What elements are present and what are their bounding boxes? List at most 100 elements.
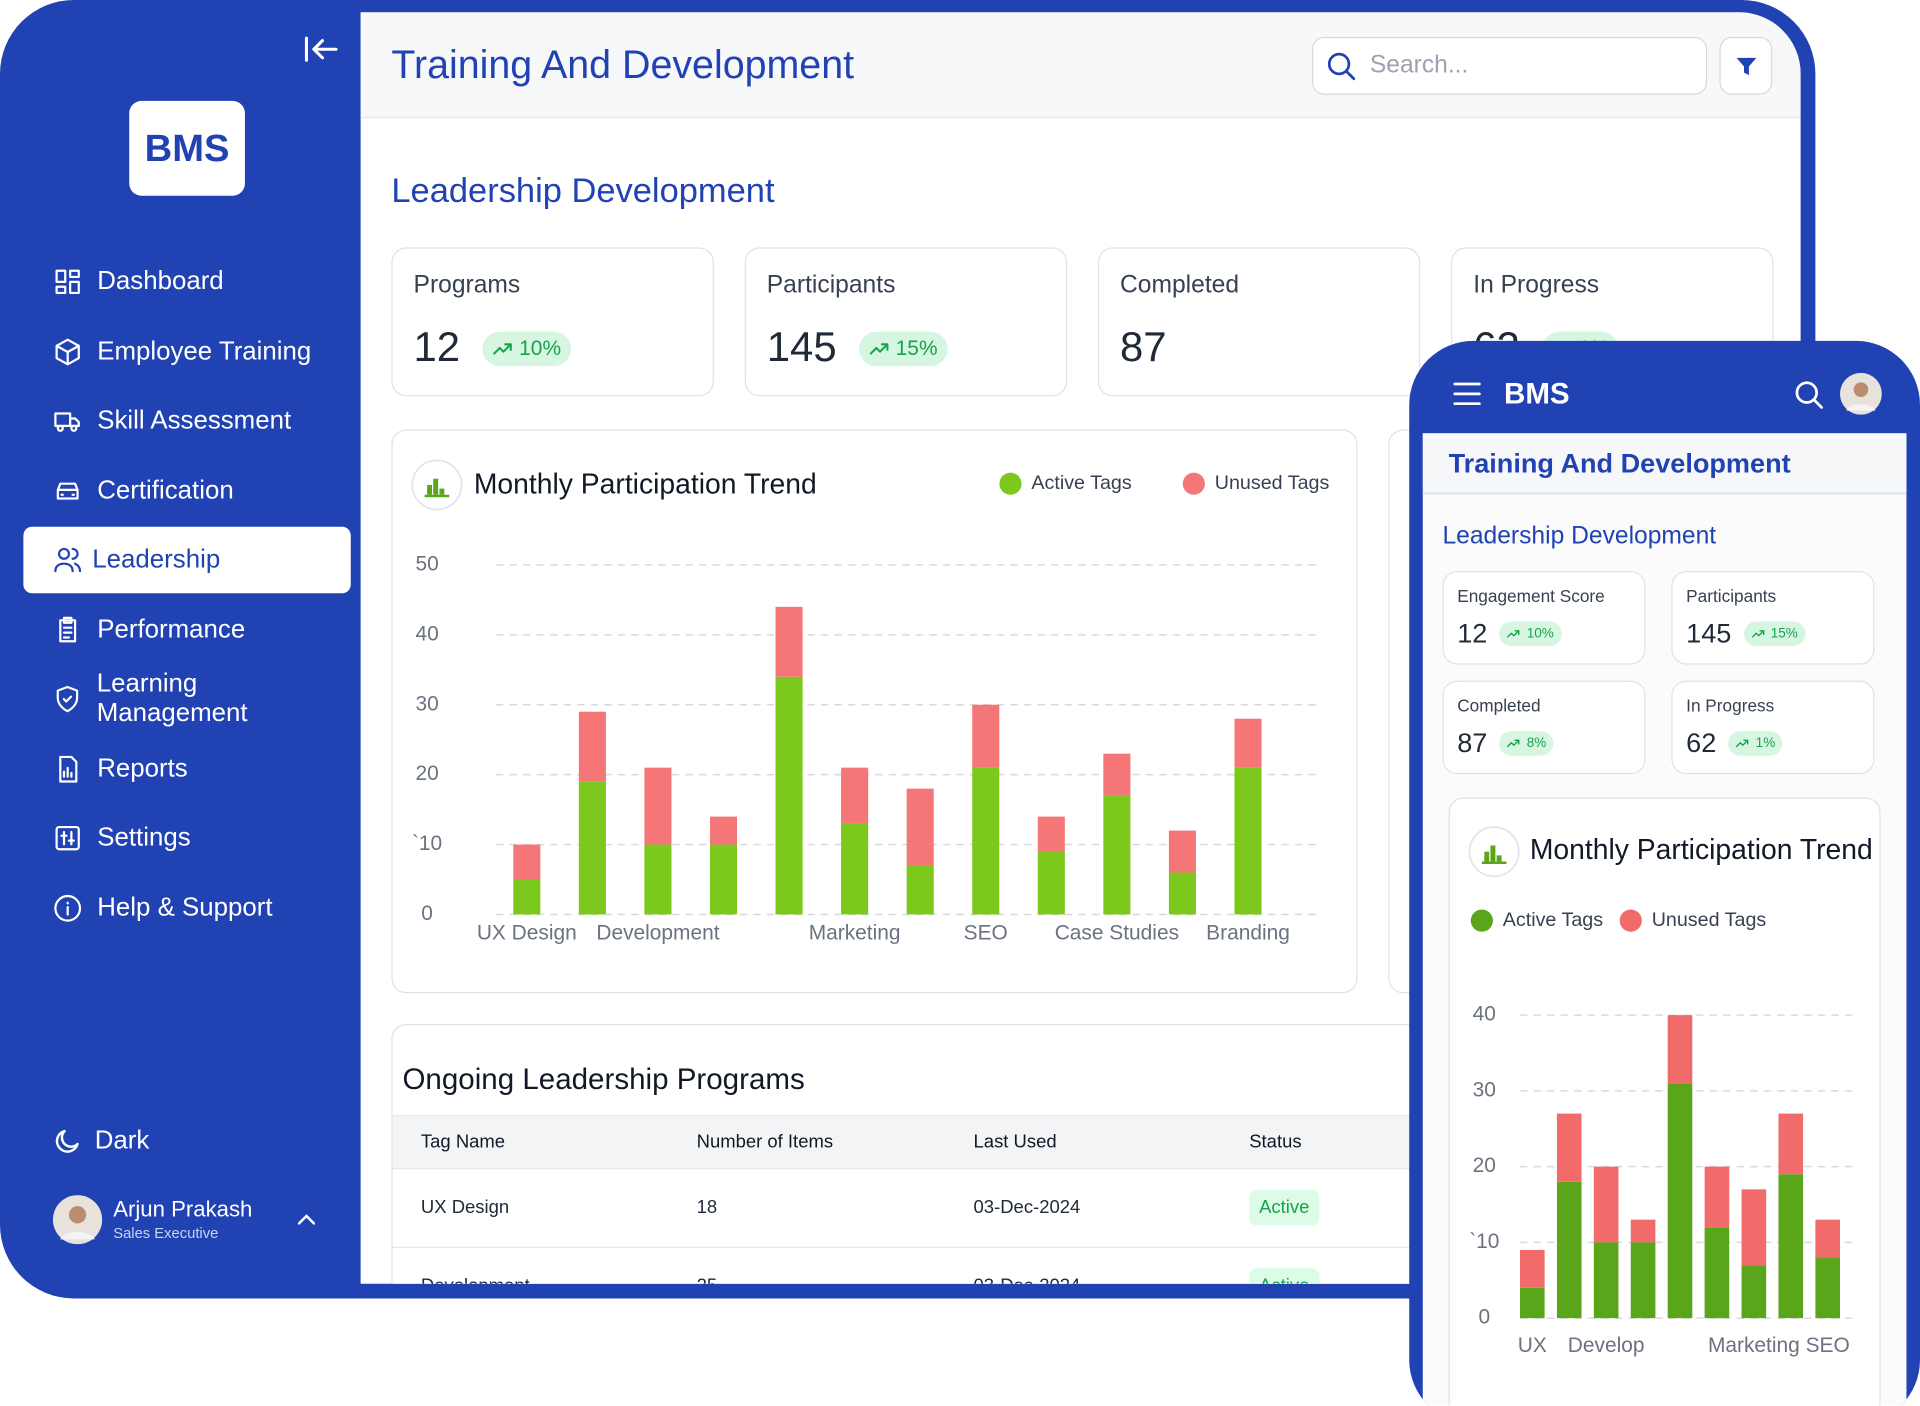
bar-segment bbox=[1233, 767, 1261, 914]
column-header: Last Used bbox=[973, 1131, 1057, 1153]
table-cell: 03-Dec-2024 bbox=[973, 1196, 1081, 1218]
stat-card: Completed 87 bbox=[1097, 247, 1421, 397]
mobile-screen: Training And Development Leadership Deve… bbox=[1422, 433, 1907, 1406]
nav-label: Reports bbox=[97, 753, 188, 783]
icon bbox=[54, 412, 80, 432]
chevron-glyph bbox=[297, 1214, 316, 1225]
bar-segment bbox=[1777, 1173, 1803, 1318]
legend-label: Active Tags bbox=[1031, 471, 1131, 493]
search-icon bbox=[1327, 52, 1356, 80]
search-handle bbox=[1812, 398, 1823, 409]
mobile-search-icon[interactable] bbox=[1793, 379, 1825, 411]
nav-label: Performance bbox=[97, 614, 246, 644]
status-badge: Active bbox=[1249, 1189, 1320, 1226]
trend-value: 15% bbox=[1770, 626, 1798, 642]
bar-segment bbox=[840, 767, 868, 823]
chart-title: Monthly Participation Trend bbox=[473, 467, 816, 499]
menu-glyph bbox=[1453, 382, 1481, 406]
icon bbox=[869, 342, 889, 354]
search-box[interactable]: Search... bbox=[1311, 36, 1708, 95]
nav-item[interactable]: Learning Management bbox=[23, 666, 350, 732]
y-tick-label: `10 bbox=[411, 831, 441, 854]
nav-item[interactable]: Reports bbox=[23, 735, 350, 801]
nav-label: Learning Management bbox=[96, 669, 248, 728]
icon bbox=[56, 481, 79, 499]
stat-value-row: 87 bbox=[1120, 324, 1167, 372]
nav-item[interactable]: Performance bbox=[23, 596, 350, 662]
icon bbox=[59, 616, 77, 642]
y-tick-label: 20 bbox=[1472, 1154, 1495, 1177]
nav-item[interactable]: Dashboard bbox=[23, 249, 350, 315]
user-avatar bbox=[52, 1195, 103, 1245]
moon-glyph bbox=[55, 1129, 79, 1153]
search-handle bbox=[1345, 69, 1356, 80]
bar-segment bbox=[906, 864, 934, 914]
icon bbox=[59, 755, 78, 783]
x-tick-label: Case Studies bbox=[1054, 921, 1178, 944]
nav-label: Certification bbox=[97, 475, 234, 504]
bar-segment bbox=[1667, 1014, 1692, 1083]
theme-toggle[interactable]: Dark bbox=[53, 1126, 149, 1156]
trend-badge: 15% bbox=[1743, 621, 1806, 647]
icon-glyph bbox=[56, 481, 79, 499]
mobile-avatar[interactable] bbox=[1839, 372, 1882, 415]
nav-item[interactable]: Leadership bbox=[23, 526, 351, 594]
icon bbox=[1736, 739, 1749, 748]
table-cell: Development bbox=[421, 1276, 530, 1284]
mobile-content: BMS Training And Development Leadership … bbox=[1409, 341, 1920, 1406]
bar-segment bbox=[1519, 1249, 1544, 1288]
chart-icon-bar bbox=[438, 487, 444, 495]
nav-label: Help & Support bbox=[97, 892, 273, 922]
stat-label: Programs bbox=[413, 271, 521, 299]
nav-item[interactable]: Help & Support bbox=[23, 874, 350, 940]
mobile-section-title: Leadership Development bbox=[1442, 522, 1717, 550]
bar-segment bbox=[643, 843, 671, 914]
bar-segment bbox=[1814, 1256, 1840, 1318]
menu-icon[interactable] bbox=[1452, 380, 1482, 407]
search-lens bbox=[1327, 52, 1351, 75]
bar-segment bbox=[1630, 1241, 1655, 1318]
chart-title: Monthly Participation Trend bbox=[1529, 833, 1872, 865]
trend-value: 10% bbox=[1526, 626, 1554, 642]
table-cell: 03-Dec-2024 bbox=[974, 1276, 1081, 1284]
stat-value-row: 12 10% bbox=[1457, 617, 1562, 650]
bar-segment bbox=[1556, 1181, 1581, 1318]
trend-value: 1% bbox=[1755, 735, 1776, 751]
stat-value: 12 bbox=[1457, 617, 1488, 649]
stat-label: In Progress bbox=[1473, 271, 1600, 299]
stat-value-row: 62 1% bbox=[1686, 727, 1783, 759]
nav-item[interactable]: Employee Training bbox=[23, 318, 350, 384]
trend-badge: 10% bbox=[482, 331, 571, 366]
chart-icon-base bbox=[1481, 860, 1506, 864]
collapse-icon[interactable] bbox=[303, 34, 340, 64]
nav-item[interactable]: Skill Assessment bbox=[23, 388, 350, 454]
bar-segment bbox=[774, 676, 802, 914]
user-menu-chevron[interactable] bbox=[295, 1211, 317, 1228]
nav-label: Settings bbox=[97, 823, 191, 852]
trend-value: 10% bbox=[519, 335, 562, 360]
nav-item[interactable]: Settings bbox=[23, 805, 350, 871]
y-tick-label: 50 bbox=[415, 552, 438, 575]
x-tick-label: SEO bbox=[1805, 1333, 1849, 1356]
bar-segment bbox=[971, 767, 999, 914]
icon-glyph bbox=[56, 685, 79, 713]
table-header: Tag Name Number of Items Last Used Status bbox=[392, 1115, 1437, 1170]
table-cell: 18 bbox=[696, 1196, 718, 1218]
bar-segment bbox=[512, 843, 540, 879]
table: Tag Name Number of Items Last Used Status UX… bbox=[392, 1115, 1437, 1284]
chart-icon-bar bbox=[1483, 851, 1489, 861]
mobile-frame: BMS Training And Development Leadership … bbox=[1409, 340, 1920, 1406]
trend-badge: 8% bbox=[1499, 731, 1554, 756]
filter-button[interactable] bbox=[1719, 36, 1773, 95]
icon-glyph bbox=[1736, 739, 1749, 748]
icon-glyph bbox=[55, 825, 80, 851]
y-tick-label: 40 bbox=[1472, 1002, 1495, 1025]
nav-item[interactable]: Certification bbox=[23, 457, 350, 523]
x-tick-label: Branding bbox=[1206, 921, 1290, 944]
stat-card: Programs 12 10% bbox=[391, 247, 714, 397]
column-header: Tag Name bbox=[420, 1131, 506, 1153]
icon-glyph bbox=[492, 342, 512, 354]
icon bbox=[54, 547, 82, 573]
